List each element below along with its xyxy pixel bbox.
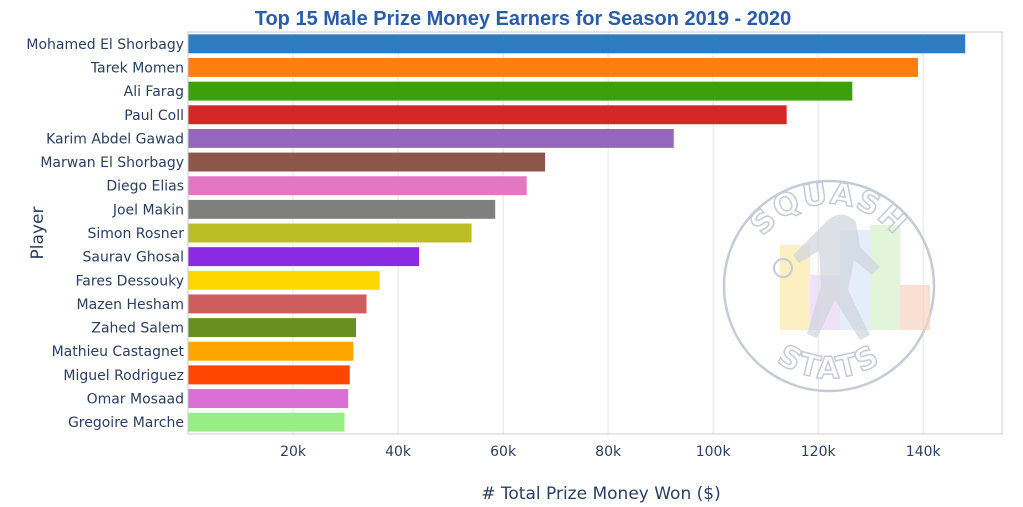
bar	[188, 58, 918, 77]
x-tick-label: 140k	[906, 444, 942, 460]
bar	[188, 105, 787, 125]
x-tick-label: 80k	[595, 444, 622, 460]
bar	[188, 199, 496, 219]
x-tick-label: 40k	[385, 444, 412, 460]
bar	[188, 152, 546, 172]
bar	[188, 294, 367, 314]
y-tick-label: Diego Elias	[106, 179, 184, 195]
x-tick-labels: 20k 40k 60k 80k 100k 120k 140k	[280, 444, 941, 460]
bar	[188, 389, 349, 408]
x-tick-label: 120k	[801, 444, 837, 460]
y-tick-label: Tarek Momen	[90, 60, 184, 76]
y-tick-label: Ali Farag	[124, 84, 184, 100]
y-tick-label: Paul Coll	[124, 108, 184, 124]
bar	[188, 34, 966, 54]
bar	[188, 341, 354, 361]
x-tick-label: 100k	[696, 444, 732, 460]
chart-title: Top 15 Male Prize Money Earners for Seas…	[255, 8, 792, 30]
y-tick-label: Marwan El Shorbagy	[40, 155, 184, 171]
y-tick-label: Karim Abdel Gawad	[46, 131, 184, 147]
bar	[188, 128, 674, 148]
y-tick-label: Fares Dessouky	[76, 273, 184, 289]
bar	[188, 270, 380, 290]
y-tick-label: Joel Makin	[112, 202, 184, 218]
bar	[188, 412, 345, 432]
y-tick-label: Omar Mosaad	[87, 392, 184, 408]
bar	[188, 176, 527, 196]
bar	[188, 365, 350, 385]
bar	[188, 223, 472, 243]
y-tick-label: Miguel Rodriguez	[63, 368, 184, 384]
player-silhouette-icon	[793, 214, 880, 340]
y-tick-label: Gregoire Marche	[68, 415, 184, 431]
bars	[188, 34, 966, 432]
y-tick-label: Mazen Hesham	[77, 297, 184, 313]
x-tick-label: 20k	[280, 444, 307, 460]
y-axis-title: Player	[28, 207, 48, 260]
watermark-ring	[722, 179, 936, 393]
x-tick-label: 60k	[490, 444, 517, 460]
y-tick-labels: Mohamed El Shorbagy Tarek Momen Ali Farag P…	[26, 37, 184, 431]
plot-frame	[187, 31, 1003, 435]
bar	[188, 318, 357, 338]
y-tick-label: Mathieu Castagnet	[52, 344, 185, 360]
watermark-bar	[900, 285, 930, 330]
watermark-bar	[870, 225, 900, 330]
y-tick-label: Simon Rosner	[87, 226, 184, 242]
y-tick-label: Mohamed El Shorbagy	[26, 37, 184, 53]
racket-icon	[773, 258, 793, 278]
bar	[188, 81, 853, 101]
bar	[188, 247, 420, 267]
watermark-bottom-text: STATS	[772, 338, 886, 386]
x-axis-title: # Total Prize Money Won ($)	[481, 484, 720, 504]
y-tick-label: Zahed Salem	[91, 321, 184, 337]
y-tick-label: Saurav Ghosal	[83, 250, 184, 266]
